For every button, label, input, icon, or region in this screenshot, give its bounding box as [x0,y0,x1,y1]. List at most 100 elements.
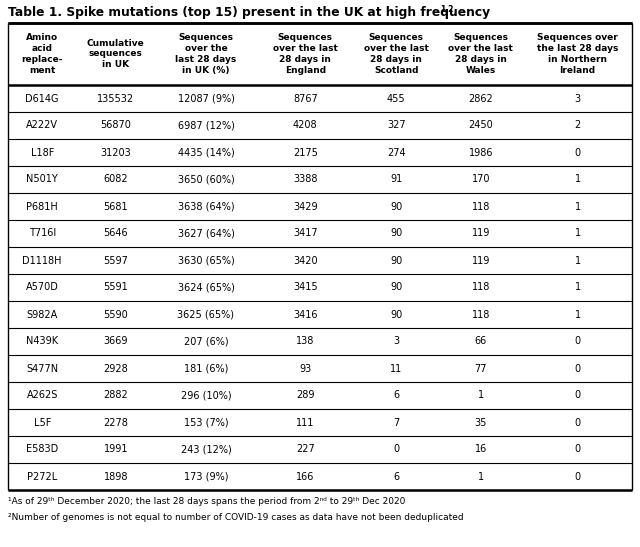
Text: 5646: 5646 [104,229,128,238]
Text: 118: 118 [472,310,490,319]
Text: N501Y: N501Y [26,174,58,184]
Text: 0: 0 [575,148,580,158]
Text: 3625 (65%): 3625 (65%) [177,310,234,319]
Text: 2928: 2928 [104,364,128,374]
Text: 4208: 4208 [293,120,317,131]
Text: 5597: 5597 [104,255,128,265]
Text: ¹As of 29ᵗʰ December 2020; the last 28 days spans the period from 2ⁿᵈ to 29ᵗʰ De: ¹As of 29ᵗʰ December 2020; the last 28 d… [8,497,405,506]
Text: 1,2: 1,2 [440,5,453,14]
Text: Cumulative
sequences
in UK: Cumulative sequences in UK [87,39,145,69]
Text: N439K: N439K [26,336,58,346]
Text: 8767: 8767 [293,94,317,103]
Text: 3: 3 [575,94,580,103]
Text: 289: 289 [296,391,314,400]
Text: L18F: L18F [31,148,54,158]
Text: S982A: S982A [27,310,58,319]
Text: 1: 1 [575,282,580,293]
Text: 66: 66 [475,336,487,346]
Text: 11: 11 [390,364,403,374]
Text: 6082: 6082 [104,174,128,184]
Text: 16: 16 [475,445,487,455]
Text: 12087 (9%): 12087 (9%) [177,94,234,103]
Text: 3638 (64%): 3638 (64%) [178,201,234,212]
Text: 138: 138 [296,336,314,346]
Text: 243 (12%): 243 (12%) [180,445,231,455]
Text: 91: 91 [390,174,403,184]
Text: 3420: 3420 [293,255,317,265]
Text: 0: 0 [393,445,399,455]
Text: 0: 0 [575,472,580,481]
Text: 207 (6%): 207 (6%) [184,336,228,346]
Text: 1: 1 [575,229,580,238]
Text: 5590: 5590 [104,310,128,319]
Text: A222V: A222V [26,120,58,131]
Text: 0: 0 [575,445,580,455]
Text: Sequences
over the last
28 days in
Wales: Sequences over the last 28 days in Wales [449,33,513,74]
Text: 173 (9%): 173 (9%) [184,472,228,481]
Text: 3: 3 [393,336,399,346]
Text: 2450: 2450 [468,120,493,131]
Text: 90: 90 [390,282,403,293]
Text: 3624 (65%): 3624 (65%) [177,282,234,293]
Text: 227: 227 [296,445,315,455]
Text: 296 (10%): 296 (10%) [180,391,231,400]
Text: Sequences
over the
last 28 days
in UK (%): Sequences over the last 28 days in UK (%… [175,33,237,74]
Text: P272L: P272L [27,472,58,481]
Text: Sequences
over the last
28 days in
Scotland: Sequences over the last 28 days in Scotl… [364,33,429,74]
Text: 90: 90 [390,229,403,238]
Text: 119: 119 [472,255,490,265]
Text: 119: 119 [472,229,490,238]
Text: S477N: S477N [26,364,58,374]
Text: 35: 35 [475,417,487,428]
Text: Amino
acid
replace-
ment: Amino acid replace- ment [22,33,63,74]
Text: 181 (6%): 181 (6%) [184,364,228,374]
Text: T716I: T716I [29,229,56,238]
Text: 2882: 2882 [104,391,128,400]
Text: 1898: 1898 [104,472,128,481]
Text: 90: 90 [390,201,403,212]
Text: 90: 90 [390,255,403,265]
Text: 31203: 31203 [100,148,131,158]
Text: 455: 455 [387,94,406,103]
Text: D614G: D614G [26,94,59,103]
Text: 6: 6 [393,472,399,481]
Text: 5591: 5591 [104,282,128,293]
Text: 1: 1 [575,310,580,319]
Text: Sequences over
the last 28 days
in Northern
Ireland: Sequences over the last 28 days in North… [537,33,618,74]
Text: 0: 0 [575,336,580,346]
Text: 118: 118 [472,282,490,293]
Text: 0: 0 [575,364,580,374]
Text: 111: 111 [296,417,314,428]
Text: 274: 274 [387,148,406,158]
Text: 1991: 1991 [104,445,128,455]
Text: 327: 327 [387,120,406,131]
Text: 77: 77 [474,364,487,374]
Text: D1118H: D1118H [22,255,62,265]
Text: E583D: E583D [26,445,58,455]
Text: 1: 1 [575,201,580,212]
Text: 153 (7%): 153 (7%) [184,417,228,428]
Text: 1986: 1986 [468,148,493,158]
Text: 3416: 3416 [293,310,317,319]
Text: 2862: 2862 [468,94,493,103]
Text: A262S: A262S [26,391,58,400]
Text: 93: 93 [299,364,312,374]
Text: 1: 1 [477,391,484,400]
Text: Table 1. Spike mutations (top 15) present in the UK at high frequency: Table 1. Spike mutations (top 15) presen… [8,6,490,19]
Text: 2175: 2175 [293,148,317,158]
Text: 56870: 56870 [100,120,131,131]
Text: 2: 2 [575,120,580,131]
Text: 6: 6 [393,391,399,400]
Text: 118: 118 [472,201,490,212]
Text: 5681: 5681 [104,201,128,212]
Text: 1: 1 [575,255,580,265]
Text: 4435 (14%): 4435 (14%) [177,148,234,158]
Text: 2278: 2278 [104,417,128,428]
Text: 1: 1 [575,174,580,184]
Text: 3417: 3417 [293,229,317,238]
Text: 7: 7 [393,417,399,428]
Text: 135532: 135532 [97,94,134,103]
Text: 3669: 3669 [104,336,128,346]
Text: 170: 170 [472,174,490,184]
Text: 0: 0 [575,417,580,428]
